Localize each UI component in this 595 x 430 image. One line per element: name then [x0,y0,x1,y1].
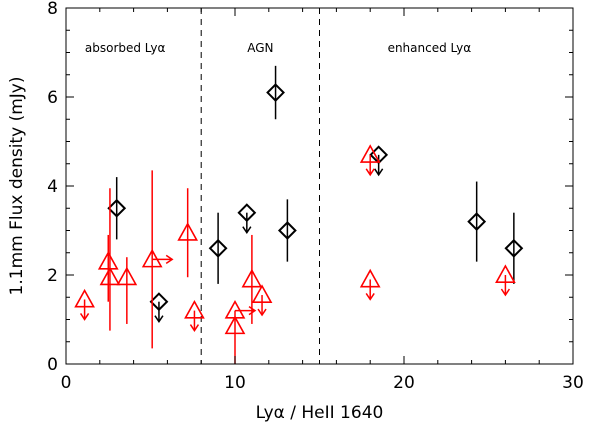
diamond-marker [107,198,127,218]
diamond-marker [208,238,228,258]
upper-limit-arrowhead [365,293,375,301]
triangle-point [116,257,138,324]
axis-ticks: 0 10 20 30 0 2 4 6 8 [47,0,584,393]
triangle-point [495,264,516,297]
region-label-enhanced: enhanced Lyα [388,41,472,55]
triangle-point [74,288,95,321]
x-tick-label: 10 [224,373,246,393]
diamond-point [237,203,257,235]
lower-limit-arrowhead [248,305,257,316]
triangle-point [99,188,121,331]
diamond-marker [504,238,524,258]
diamond-point [266,65,285,120]
triangle-marker [241,268,263,288]
y-tick-label: 0 [47,355,58,375]
triangle-marker [141,248,163,268]
triangle-marker [97,251,119,270]
triangle-point [251,284,273,317]
upper-limit-arrowhead [79,313,90,321]
region-label-absorbed: absorbed Lyα [85,41,166,55]
triangle-marker [116,266,138,286]
triangle-point [241,234,263,324]
diamond-marker [277,221,297,240]
data-points [74,65,524,364]
upper-limit-arrowhead [189,324,200,332]
triangle-marker [99,266,121,286]
y-tick-label: 6 [47,88,58,108]
triangle-marker [224,315,246,335]
x-axis-label: Lyα / HeII 1640 [256,403,384,423]
diamond-point [149,292,169,324]
triangle-marker [184,299,205,319]
region-dividers [200,8,320,364]
diamond-point [208,212,228,284]
triangle-point [359,268,381,301]
triangle-point [141,170,174,349]
triangle-point [359,144,381,177]
diamond-marker [467,212,487,232]
triangle-marker [359,144,381,163]
upper-limit-arrowhead [365,168,375,177]
y-tick-label: 2 [47,266,58,286]
upper-limit-arrowhead [257,308,267,317]
triangle-marker [495,264,516,284]
diamond-point [467,181,487,262]
triangle-point [224,310,246,364]
diamond-point [277,199,297,262]
x-tick-label: 0 [61,373,72,393]
triangle-point [184,299,205,332]
triangle-marker [177,222,199,241]
diamond-point [504,212,524,284]
x-tick-label: 30 [562,373,584,393]
y-axis-label: 1.1mm Flux density (mJy) [7,77,27,296]
triangle-point [224,299,257,319]
diamond-marker [237,203,257,223]
triangle-marker [224,299,246,319]
y-tick-label: 4 [47,177,58,197]
upper-limit-arrowhead [374,168,384,177]
diamond-marker [266,83,285,102]
triangle-point [177,188,199,278]
diamond-marker [149,292,169,312]
region-label-agn: AGN [247,41,273,55]
triangle-marker [251,284,273,304]
y-tick-label: 8 [47,0,58,19]
upper-limit-arrowhead [242,226,252,235]
lower-limit-arrowhead [165,254,174,265]
triangle-marker [74,288,95,308]
upper-limit-arrowhead [500,288,511,297]
triangle-point [97,234,119,302]
diamond-point [107,177,127,240]
x-tick-label: 20 [393,373,415,393]
region-labels: absorbed Lyα AGN enhanced Lyα [85,41,471,55]
triangle-marker [359,268,381,288]
upper-limit-arrowhead [154,315,164,324]
